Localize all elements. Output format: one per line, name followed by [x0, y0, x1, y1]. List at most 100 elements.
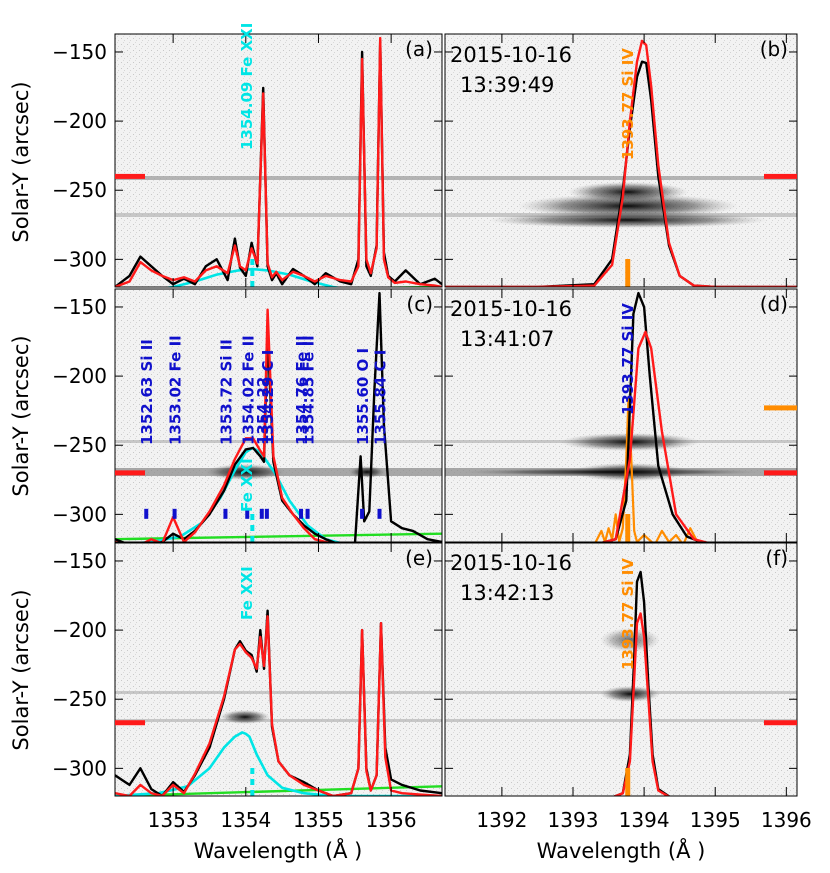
panel-2-series [115, 291, 442, 542]
y-tick-label: −200 [52, 618, 107, 642]
x-tick-label: 1395 [690, 808, 741, 832]
panel-frames [114, 33, 798, 797]
y-tick-label: −300 [52, 502, 107, 526]
y-tick-label: −200 [52, 109, 107, 133]
panel-c-letter: (c) [406, 292, 433, 316]
line-id-mark [305, 508, 310, 519]
panel-b-image [445, 34, 797, 287]
fit-curve [612, 612, 671, 796]
line-id-mark [264, 508, 269, 519]
y-tick-label: −200 [52, 364, 107, 388]
line-id-mark [299, 508, 304, 519]
spectral-images [115, 34, 797, 796]
x-tick-label: 1355 [293, 808, 344, 832]
line-id-label: 1353.02 Fe II [167, 335, 185, 445]
y-tick-label: −150 [52, 40, 107, 64]
y-tick-label: −150 [52, 295, 107, 319]
panel-f-time: 13:42:13 [460, 581, 554, 605]
x-tick-label: 1392 [476, 808, 527, 832]
line-id-label: 1354.02 Fe II [239, 335, 257, 445]
line-id-mark [172, 508, 177, 519]
line-id-mark [360, 508, 365, 519]
line-id-mark [245, 508, 250, 519]
orange-slit-marker [764, 405, 797, 411]
observed-curve [115, 291, 442, 542]
y-tick-label: −250 [52, 687, 107, 711]
line-id-label: 1354.29 C I [259, 350, 277, 445]
slit-marker-left [115, 470, 145, 476]
y-tick-label: −150 [52, 549, 107, 573]
si-iv-rest-marker [625, 259, 631, 287]
y-tick-label: −250 [52, 433, 107, 457]
slit-marker-right [764, 470, 797, 476]
fit-curve [115, 308, 333, 542]
panel-f-date: 2015-10-16 [450, 551, 572, 575]
fit-curve [115, 615, 442, 796]
panel-5-series [612, 570, 671, 796]
panel-d-letter: (d) [760, 292, 788, 316]
slit-marker-left [115, 173, 145, 179]
panel-d-siiv-label: 1393.77 Si IV [619, 303, 637, 415]
panel-a-image [115, 34, 442, 287]
panel-d-image [445, 289, 797, 542]
y-tick-label: −250 [52, 178, 107, 202]
axis-ticks: −150 −200 −250 −300 −150 −200 −250 −300 −150 −200… [52, 34, 812, 832]
x-tick-label: 1353 [148, 808, 199, 832]
line-id-label: 1352.63 Si II [138, 339, 156, 445]
panel-f-letter: (f) [765, 546, 788, 570]
ylabel-middle: Solar-Y (arcsec) [9, 335, 33, 496]
fe-xxi-curve [115, 731, 442, 796]
panel-c-fexxi-label: Fe XXI [238, 458, 256, 512]
line-id-label: 1355.84 C I [372, 350, 390, 445]
slit-markers [115, 173, 797, 726]
fit-curve [115, 36, 442, 287]
line-id-mark [377, 508, 382, 519]
line-id-mark [259, 508, 264, 519]
si-iv-curve [594, 395, 701, 542]
y-tick-label: −300 [52, 756, 107, 780]
line-identifications: 1352.63 Si II 1353.02 Fe II 1353.72 Si II 1… [138, 335, 390, 519]
x-tick-label: 1393 [548, 808, 599, 832]
xlabel-left: Wavelength (Å ) [194, 837, 363, 863]
panel-0-series [115, 36, 442, 287]
panel-b-siiv-label: 1393.77 Si IV [619, 48, 637, 160]
line-id-label: 1355.60 O I [354, 348, 372, 445]
panel-e-letter: (e) [405, 546, 433, 570]
slit-marker-right [764, 173, 797, 179]
x-tick-label: 1394 [619, 808, 670, 832]
background-curve [115, 785, 442, 796]
y-tick-label: −300 [52, 247, 107, 271]
line-id-label: 1353.72 Si II [218, 339, 236, 445]
panel-a-fexxi-label: 1354.09 Fe XXI [238, 23, 256, 150]
ylabel-top: Solar-Y (arcsec) [9, 81, 33, 242]
line-id-mark [223, 508, 228, 519]
slit-marker-left [115, 720, 145, 726]
spectral-curves [115, 36, 797, 796]
x-tick-label: 1354 [220, 808, 271, 832]
si-iv-rest-marker [625, 514, 631, 542]
panel-b-time: 13:39:49 [460, 73, 554, 97]
x-tick-label: 1356 [366, 808, 417, 832]
panel-e-fexxi-label: Fe XXI [238, 566, 256, 620]
panel-a-letter: (a) [405, 37, 433, 61]
panel-4-series [115, 609, 442, 796]
line-id-label: 1354.22 [254, 377, 272, 445]
panel-3-series [594, 291, 710, 542]
fit-curve [600, 330, 710, 542]
line-id-mark [144, 508, 149, 519]
ylabel-bottom: Solar-Y (arcsec) [9, 589, 33, 750]
panel-b-date: 2015-10-16 [450, 43, 572, 67]
xlabel-right: Wavelength (Å ) [537, 837, 706, 863]
panel-b-letter: (b) [760, 37, 788, 61]
panel-f-image [445, 543, 797, 796]
line-id-label: 1354.85 Fe II [300, 335, 318, 445]
line-id-label: 1354.76 Fe II [293, 335, 311, 445]
panel-d-date: 2015-10-16 [450, 297, 572, 321]
fe-xxi-curve [163, 267, 343, 287]
panel-c-image [115, 289, 442, 542]
x-tick-label: 1396 [761, 808, 812, 832]
si-iv-rest-marker [625, 768, 631, 796]
panel-d-time: 13:41:07 [460, 327, 554, 351]
panel-f-siiv-label: 1393.77 Si IV [619, 558, 637, 670]
